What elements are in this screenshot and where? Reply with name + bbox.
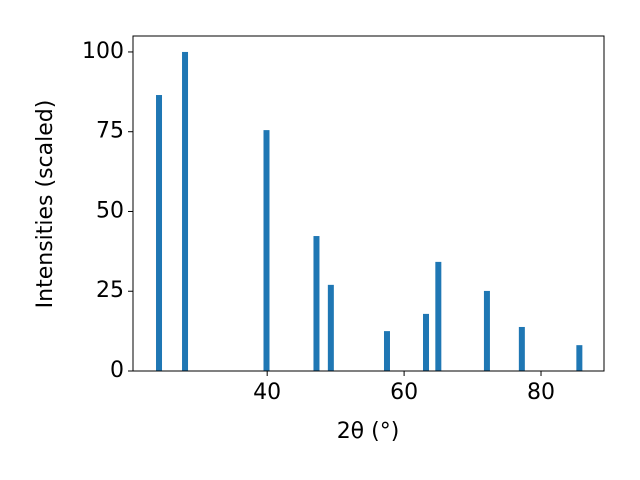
- y-axis-label: Intensities (scaled): [33, 100, 58, 309]
- y-tick-label: 25: [96, 278, 124, 303]
- y-tick-label: 75: [96, 119, 124, 144]
- x-tick-label: 40: [253, 380, 281, 405]
- bar: [423, 313, 430, 371]
- x-axis-label: 2θ (°): [337, 419, 400, 444]
- bar: [182, 51, 189, 371]
- bar: [576, 345, 583, 371]
- x-tick-label: 60: [390, 380, 418, 405]
- bar: [518, 326, 525, 371]
- bar: [483, 290, 490, 371]
- bar: [383, 331, 390, 371]
- bar: [263, 130, 270, 371]
- x-tick-label: 80: [527, 380, 555, 405]
- y-tick-label: 50: [96, 198, 124, 223]
- y-tick-label: 100: [82, 39, 124, 64]
- bar: [435, 261, 442, 371]
- bar: [327, 284, 334, 371]
- y-tick-label: 0: [110, 358, 124, 383]
- bar: [313, 236, 320, 371]
- plot-frame: [132, 35, 605, 372]
- bar: [156, 95, 163, 372]
